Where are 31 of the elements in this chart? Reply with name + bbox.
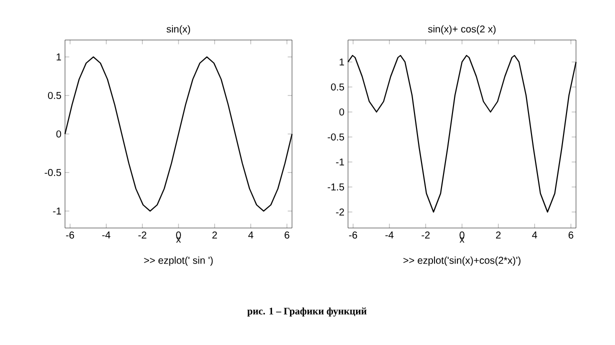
y-tick-label: -0.5 [44,169,62,176]
chart-title: sin(x) [166,25,190,34]
x-tick-label: 2 [212,232,217,238]
text: >> ezplot(' sin ') [144,256,213,266]
x-tick-label: 4 [532,232,538,238]
x-tick-label: 0 [460,232,464,239]
x-tick-label: 4 [248,232,254,238]
x-tick-label: -2 [138,232,146,238]
y-tick-label: -0.5 [328,133,344,141]
x-tick-label: -6 [66,232,74,239]
x-tick-label: -4 [385,232,394,238]
x-tick-label: 6 [284,232,290,239]
text: >> ezplot('sin(x)+cos(2*x)') [403,256,520,266]
y-tick-label: 0 [56,130,62,138]
chart-title: sin(x)+ cos(2 x) [428,25,496,34]
x-tick-label: 2 [496,232,501,238]
y-tick-label: -1.5 [328,184,344,190]
x-tick-label: 0 [176,232,181,239]
x-tick-label: -4 [102,232,110,238]
y-tick-label: -2 [336,208,344,216]
y-tick-label: -1 [336,158,344,166]
y-tick-label: 0 [339,108,344,116]
y-tick-label: 1 [56,54,62,60]
y-tick-label: 0.5 [48,92,62,99]
y-tick-label: 0.5 [331,83,344,91]
y-tick-label: -1 [53,208,62,214]
x-tick-label: -2 [422,232,430,238]
y-tick-label: 1 [340,58,344,66]
x-tick-label: -6 [349,232,358,239]
x-tick-label: 6 [568,232,574,239]
text: рис. 1 – Графики функций [247,307,367,317]
